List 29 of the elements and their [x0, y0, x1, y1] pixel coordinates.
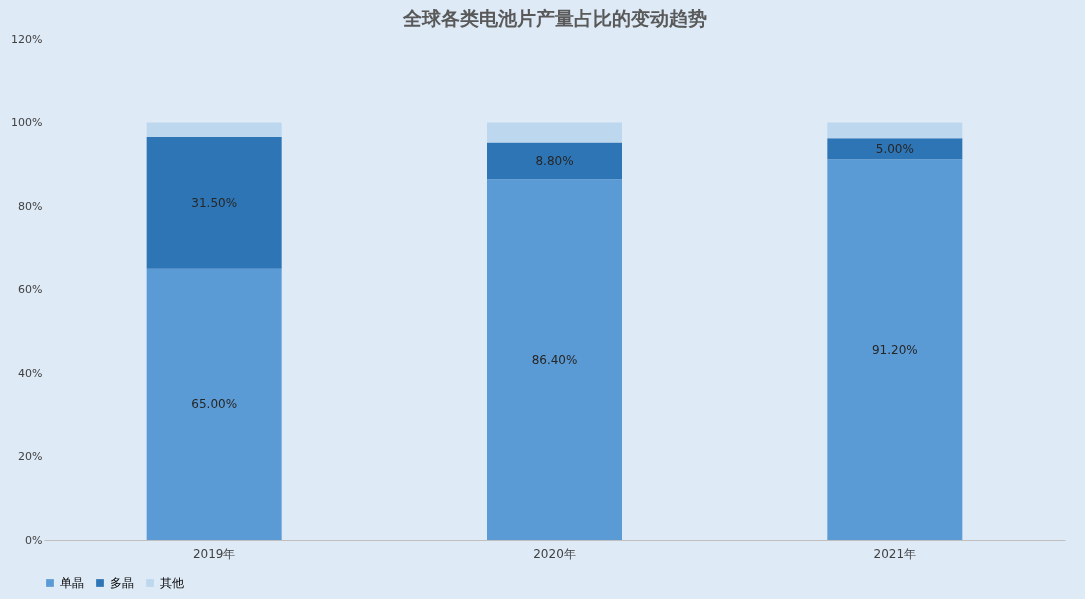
bar: [827, 122, 963, 139]
bar: [146, 122, 282, 138]
legend-label: 其他: [160, 576, 184, 590]
bar: [487, 122, 622, 143]
data-label: 8.80%: [535, 153, 574, 168]
bar: [146, 268, 282, 540]
bar: [487, 179, 622, 540]
data-label: 5.00%: [875, 141, 914, 156]
y-tick-label: 100%: [11, 116, 43, 129]
bar: [146, 137, 282, 269]
y-tick-label: 60%: [18, 283, 43, 296]
y-tick-label: 20%: [18, 450, 43, 463]
legend-label: 单晶: [60, 576, 84, 590]
data-label: 31.50%: [191, 195, 238, 210]
x-tick-label: 2019年: [192, 546, 236, 561]
y-tick-label: 40%: [18, 366, 43, 380]
y-tick-label: 0%: [25, 533, 43, 547]
data-label: 86.40%: [531, 352, 578, 367]
chart-title: 全球各类电池片产量占比的变动趋势: [401, 7, 707, 29]
legend-label: 多晶: [110, 576, 134, 590]
y-tick-label: 120%: [11, 32, 43, 46]
data-label: 65.00%: [191, 397, 238, 412]
x-tick-label: 2021年: [873, 546, 917, 561]
y-tick-label: 80%: [18, 199, 43, 213]
bar: [827, 138, 963, 160]
bar: [487, 142, 622, 180]
data-label: 91.20%: [871, 342, 918, 357]
x-tick-label: 2020年: [533, 546, 576, 561]
bar: [827, 159, 963, 540]
